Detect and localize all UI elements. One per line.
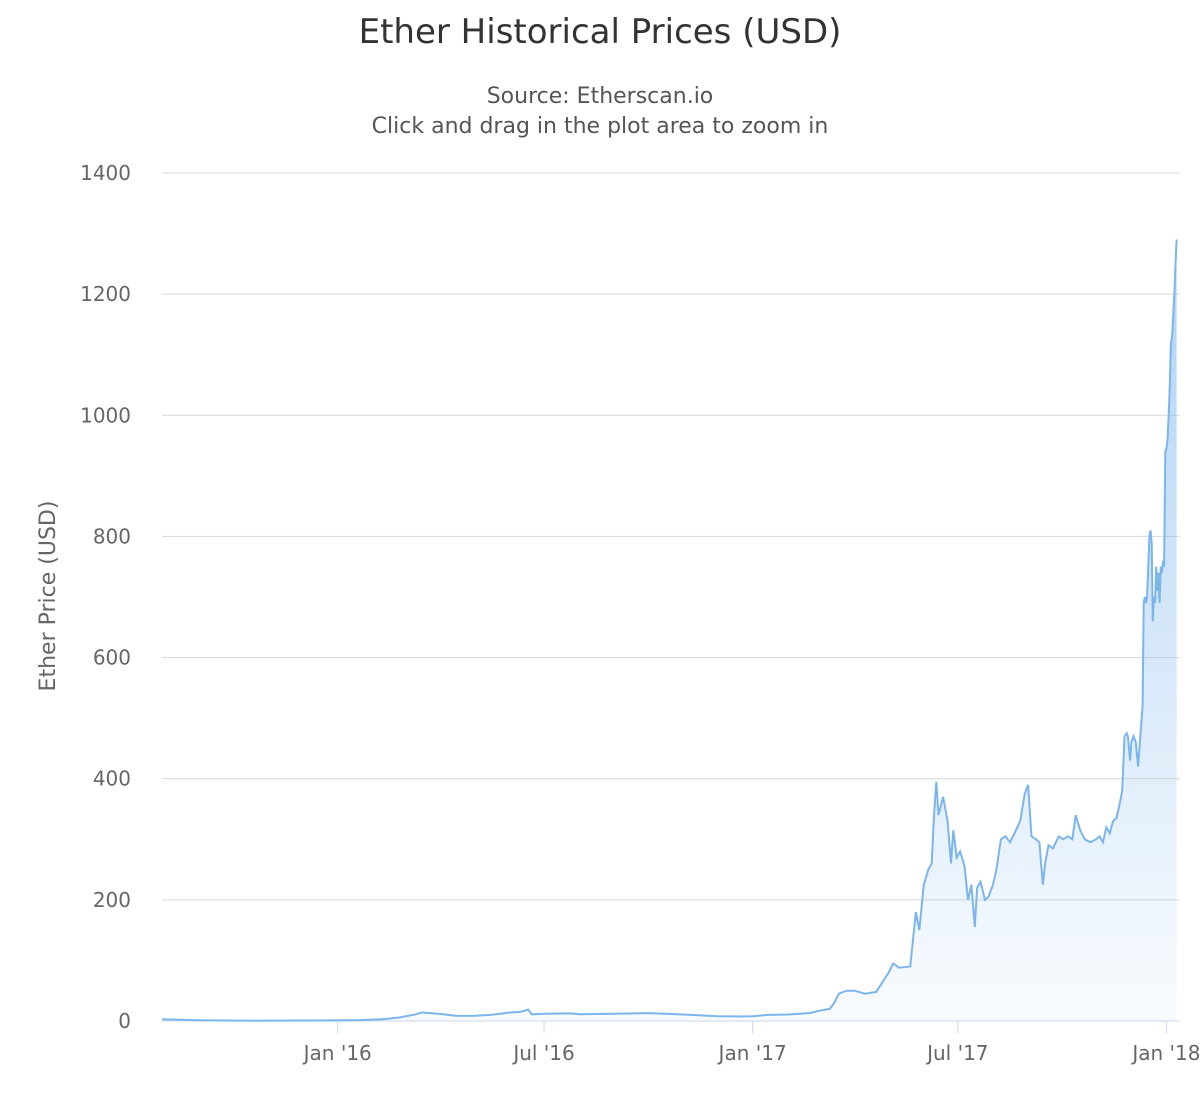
y-tick-label: 1400: [80, 161, 131, 185]
chart-subtitle: Source: Etherscan.io Click and drag in t…: [0, 82, 1200, 142]
y-axis-title: Ether Price (USD): [36, 501, 61, 692]
price-line: [161, 239, 1178, 1022]
x-tick-label: Jan '16: [302, 1041, 372, 1065]
y-tick-label: 800: [93, 524, 131, 548]
x-tick-label: Jul '16: [511, 1041, 574, 1065]
x-tick-label: Jan '18: [1130, 1041, 1200, 1065]
y-tick-label: 1000: [80, 403, 131, 427]
x-tick-label: Jul '17: [925, 1041, 988, 1065]
y-tick-label: 400: [93, 767, 131, 791]
x-axis-ticks: Jan '16 Jul '16 Jan '17 Jul '17 Jan '18: [302, 1021, 1200, 1065]
subtitle-zoom-hint: Click and drag in the plot area to zoom …: [371, 114, 829, 139]
subtitle-source: Source: Etherscan.io: [486, 84, 714, 109]
price-area: [162, 239, 1177, 1022]
y-tick-label: 600: [93, 646, 131, 670]
y-tick-label: 0: [118, 1009, 131, 1033]
x-tick-label: Jan '17: [717, 1041, 787, 1065]
y-tick-label: 200: [93, 888, 131, 912]
chart-title: Ether Historical Prices (USD): [358, 12, 842, 52]
y-axis-ticks: 0 200 400 600 800 1000 1200 1400: [80, 161, 131, 1033]
y-tick-label: 1200: [80, 282, 131, 306]
